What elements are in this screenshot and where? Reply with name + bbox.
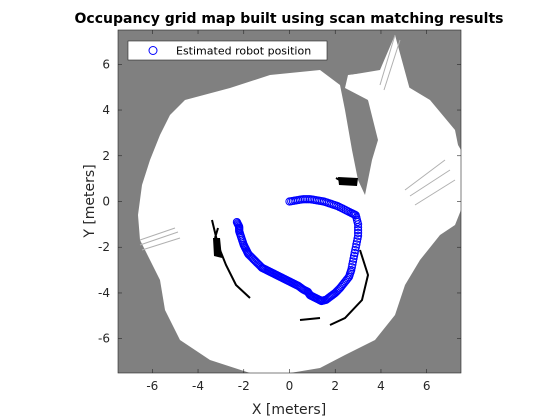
free-space-region [138,70,461,373]
robot-position-point [352,237,362,246]
robot-position-point [351,243,360,252]
legend-label: Estimated robot position [176,45,311,58]
y-tick-label: -6 [98,332,110,346]
y-tick-label: 6 [102,57,110,71]
robot-position-point [354,223,363,232]
scan-rays [139,34,456,251]
robot-position-point [354,228,363,238]
robot-position-point [351,245,360,255]
robot-position-point [349,254,358,263]
y-axis-label: Y [meters] [82,164,98,238]
robot-position-point [353,234,362,243]
y-tick-label: 2 [102,149,110,163]
x-axis-label: X [meters] [252,402,326,418]
robot-position-point [349,251,359,260]
x-tick-label: 0 [286,379,294,393]
y-tick-label: -2 [98,240,110,254]
robot-position-series [232,195,363,306]
robot-position-point [354,231,363,240]
legend: Estimated robot position [127,40,328,61]
free-space-region-2 [350,35,461,175]
robot-position-point [352,240,361,249]
x-tick-label: -2 [238,379,250,393]
x-tick-label: 4 [377,379,385,393]
plot-area [118,30,461,373]
y-tick-label: 4 [102,103,110,117]
y-axis: 6 4 2 0 -2 -4 -6 [98,57,461,346]
x-tick-label: 2 [331,379,339,393]
robot-position-point [232,217,242,227]
robot-position-point [354,225,363,235]
robot-position-point [347,263,356,272]
legend-marker [148,46,158,55]
x-tick-label: -6 [146,379,158,393]
robot-position-point [348,260,357,269]
legend-box [127,40,328,61]
robot-position-point [348,257,358,266]
occupied-cells-2 [213,177,358,258]
y-tick-label: 0 [102,195,110,209]
chart-title: Occupancy grid map built using scan matc… [75,11,504,27]
robot-position-point [350,248,359,258]
y-tick-label: -4 [98,286,110,300]
x-tick-label: 6 [423,379,431,393]
x-axis: -6 -4 -2 0 2 4 6 [146,30,431,393]
x-tick-label: -4 [192,379,204,393]
robot-position-point [354,220,363,229]
